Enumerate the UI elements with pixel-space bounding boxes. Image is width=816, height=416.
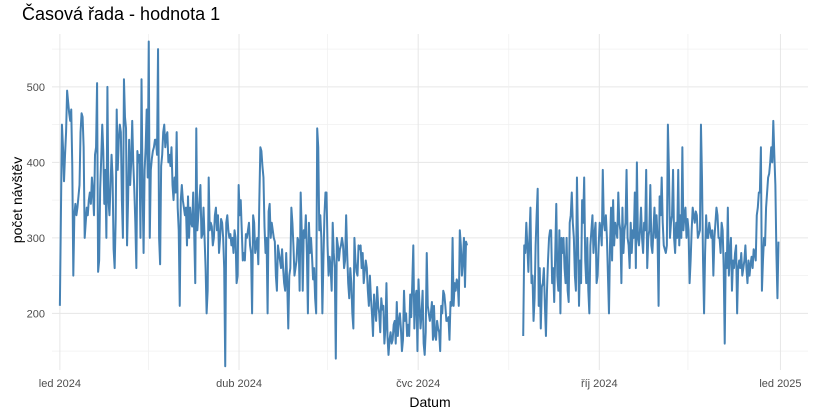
- y-tick-label: 200: [27, 308, 45, 320]
- series-line: [58, 40, 469, 368]
- chart-title: Časová řada - hodnota 1: [22, 4, 221, 24]
- x-tick-label: led 2025: [759, 378, 801, 390]
- y-tick-label: 500: [27, 82, 45, 94]
- series-line: [522, 119, 780, 345]
- y-axis-label: počet návštěv: [9, 157, 25, 243]
- y-tick-label: 300: [27, 233, 45, 245]
- x-tick-label: říj 2024: [581, 378, 618, 390]
- x-tick-label: čvc 2024: [396, 378, 440, 390]
- y-axis-ticks: 200 300 400 500: [27, 82, 45, 321]
- series-group: [58, 40, 780, 368]
- x-axis-ticks: led 2024 dub 2024 čvc 2024 říj 2024 led 2025: [39, 378, 802, 390]
- x-axis-label: Datum: [409, 394, 450, 410]
- x-tick-label: dub 2024: [216, 378, 262, 390]
- x-tick-label: led 2024: [39, 378, 81, 390]
- y-tick-label: 400: [27, 157, 45, 169]
